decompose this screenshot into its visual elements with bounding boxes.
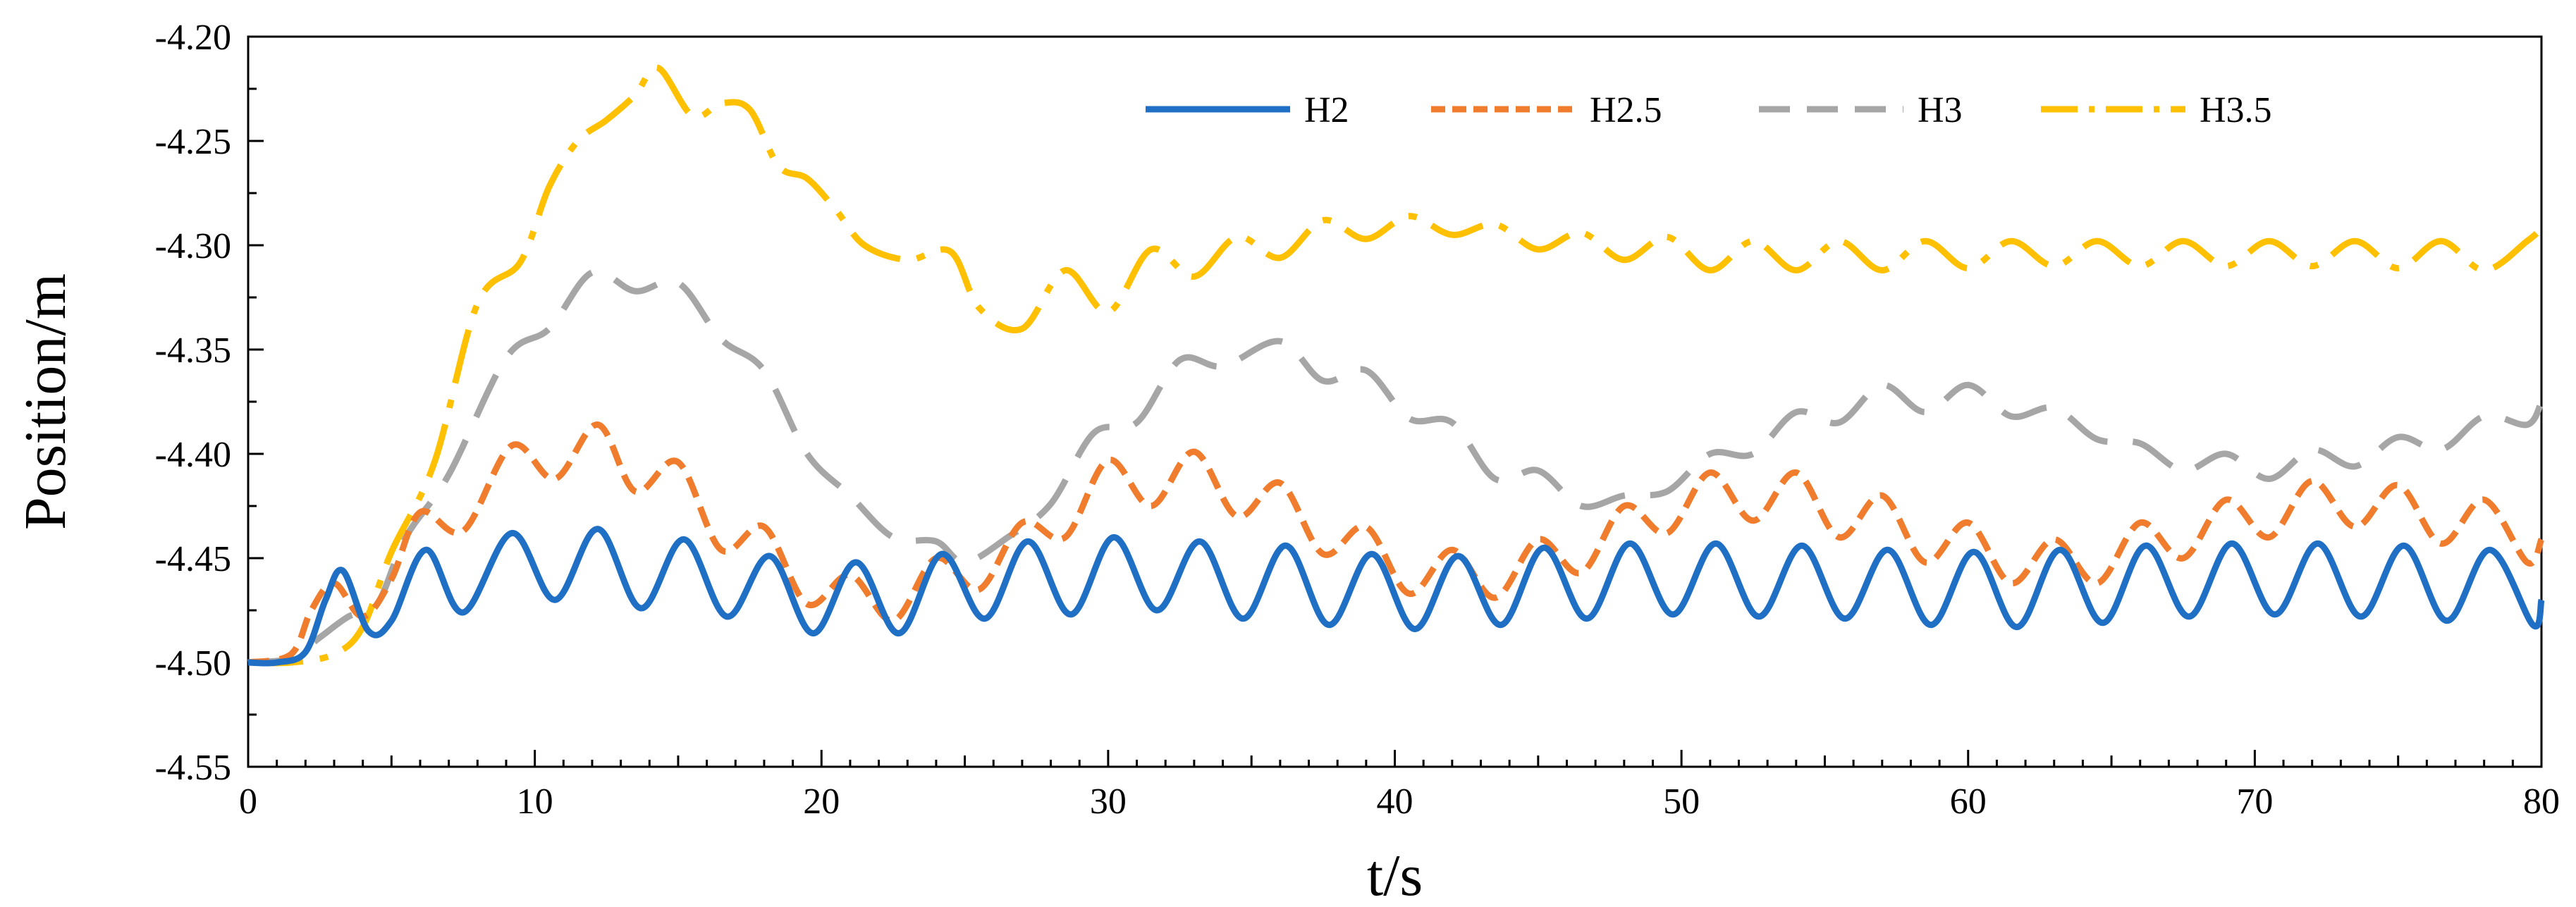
x-tick-label: 70 [2236, 782, 2273, 822]
x-tick-label: 10 [517, 782, 553, 822]
x-tick-label: 0 [239, 782, 257, 822]
y-tick-label: -4.30 [155, 226, 231, 266]
y-tick-label: -4.20 [155, 18, 231, 58]
legend: H2 H2.5 H3 H3.5 [1146, 90, 2272, 130]
x-tick-label: 60 [1950, 782, 1987, 822]
plot-frame [247, 35, 2543, 768]
legend-label: H2 [1304, 90, 1349, 130]
y-tick-label: -4.55 [155, 748, 231, 788]
series-line-h3 [247, 268, 2545, 666]
x-tick-label: 20 [803, 782, 840, 822]
y-tick-label: -4.45 [155, 539, 231, 579]
series-layer [247, 64, 2545, 667]
y-axis-title: Position/m [13, 273, 78, 530]
y-tick-label: -4.25 [155, 122, 231, 162]
y-tick-label: -4.35 [155, 331, 231, 371]
x-tick-label: 30 [1090, 782, 1127, 822]
x-axis-title: t/s [1367, 843, 1423, 907]
y-tick-label: -4.50 [155, 643, 231, 684]
legend-label: H2.5 [1590, 90, 1662, 130]
plot-area-border [247, 35, 2543, 768]
x-tick-label: 50 [1663, 782, 1700, 822]
series-line-h3-5 [247, 64, 2544, 667]
x-tick-label: 80 [2523, 782, 2560, 822]
x-axis: 0 10 20 30 40 50 60 70 80 [239, 750, 2560, 822]
series-line-h2-5 [247, 421, 2545, 666]
legend-label: H3 [1918, 90, 1963, 130]
legend-label: H3.5 [2200, 90, 2272, 130]
y-tick-label: -4.40 [155, 435, 231, 475]
y-axis: -4.20 -4.25 -4.30 -4.35 -4.40 -4.45 -4.50 -4.55 [155, 18, 264, 788]
series-line-h2 [247, 526, 2545, 667]
x-tick-label: 40 [1377, 782, 1413, 822]
